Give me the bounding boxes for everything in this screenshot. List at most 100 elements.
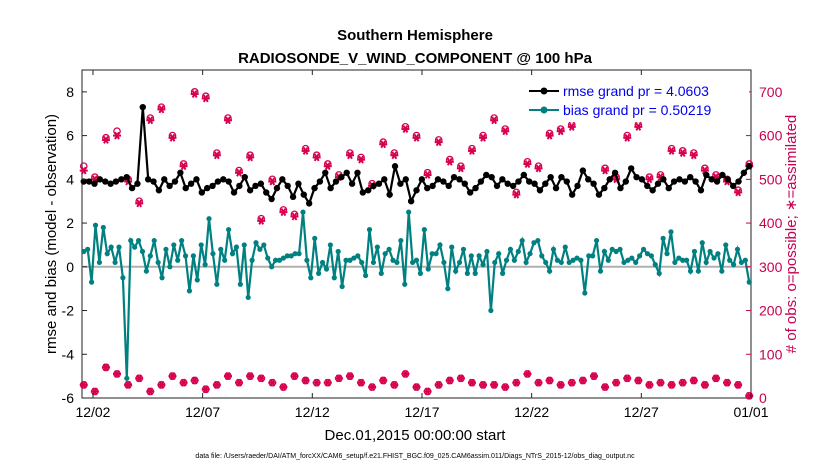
obs-assimilated-lower-marker [412,383,421,392]
obs-assimilated-upper-stroke [557,127,564,136]
obs-assimilated-lower-marker [323,378,332,387]
bias-point [128,237,134,244]
bias-point [139,248,146,255]
obs-assimilated-upper-marker [279,208,288,217]
rmse-point [606,176,613,183]
obs-assimilated-lower-marker [168,372,177,381]
obs-assimilated-upper-stroke [158,105,165,114]
obs-assimilated-upper-marker [512,190,521,199]
obs-assimilated-upper-marker [146,116,155,125]
obs-assimilated-upper-marker [179,162,188,171]
obs-assimilated-lower-marker [556,380,565,389]
bias-point [546,268,553,274]
bias-point [468,253,474,259]
rmse-point [563,178,570,185]
obs-assimilated-lower-marker [634,376,643,385]
bias-point [746,279,752,285]
obs-assimilated-lower-marker [445,376,454,385]
rmse-point [627,165,635,172]
rmse-point [225,178,232,185]
obs-assimilated-lower-marker [479,380,488,389]
obs-assimilated-upper-marker [135,199,144,208]
obs-assimilated-upper-stroke [546,131,553,140]
obs-assimilated-lower-marker [268,378,277,387]
obs-assimilated-lower-stroke [702,380,708,389]
rmse-point [493,182,501,190]
rmse-point [515,178,522,185]
rmse-point [316,178,324,185]
legend-rmse-label: rmse grand pr = 4.0603 [563,83,709,99]
obs-assimilated-upper-marker [689,151,698,160]
rmse-point [697,187,705,194]
obs-assimilated-lower-marker [490,380,499,389]
obs-assimilated-lower-marker [379,376,388,385]
obs-assimilated-lower-marker [711,374,720,383]
rmse-point [107,180,114,187]
obs-assimilated-lower-stroke [158,380,165,389]
rmse-point [177,169,184,176]
bias-point [132,244,138,250]
obs-assimilated-upper-marker [445,157,454,166]
y-tick-label: 0 [66,259,74,275]
bias-point [727,257,733,263]
rmse-point [617,184,624,192]
obs-assimilated-upper-marker [623,133,632,142]
obs-assimilated-lower-stroke [169,372,176,381]
y2-tick-label: 0 [759,390,767,406]
rmse-point [654,180,662,187]
obs-assimilated-lower-stroke [313,378,320,387]
rmse-point [466,189,474,196]
obs-assimilated-upper-marker [601,166,610,175]
legend-box [523,80,749,122]
obs-assimilated-lower-stroke [657,378,664,387]
rmse-point [273,184,281,192]
obs-assimilated-lower-stroke [136,374,143,383]
obs-assimilated-upper-stroke [347,151,353,160]
bias-point [715,251,721,257]
bias-point [218,246,224,252]
bias-point [398,237,404,244]
data-file-footnote: data file: /Users/raeder/DAI/ATM_forcXX/… [195,453,635,460]
obs-assimilated-lower-marker [601,383,610,392]
rmse-point [268,195,275,203]
bias-point [609,246,615,252]
bias-point [680,257,686,263]
obs-assimilated-lower-marker [612,378,621,387]
rmse-point [220,176,227,183]
bias-point [390,257,396,263]
obs-assimilated-lower-stroke [557,380,564,389]
rmse-point [96,176,104,183]
obs-assimilated-lower-marker [246,372,255,381]
bias-point [566,259,572,266]
bias-point [85,246,91,252]
obs-assimilated-upper-marker [79,166,88,175]
bias-point [601,248,608,255]
obs-assimilated-lower-stroke [735,380,742,389]
rmse-point [203,184,211,192]
bias-point [629,255,635,261]
obs-assimilated-upper-marker [290,212,299,221]
obs-assimilated-lower-stroke [324,378,331,387]
rmse-point [542,180,549,187]
rmse-point [729,182,737,190]
rmse-point [118,176,125,183]
bias-point [335,248,341,255]
y2-tick-label: 500 [759,171,783,187]
obs-assimilated-upper-marker [490,116,499,125]
obs-assimilated-lower-stroke [446,376,453,385]
obs-assimilated-lower-marker [667,380,676,389]
obs-assimilated-upper-marker [390,151,399,160]
obs-assimilated-upper-stroke [413,133,420,142]
rmse-point [724,176,731,183]
rmse-point [327,184,334,192]
rmse-point [461,180,469,187]
bias-point [496,251,502,257]
bias-point [597,268,604,274]
obs-assimilated-upper-marker [235,168,244,177]
obs-assimilated-upper-stroke [225,116,231,125]
obs-assimilated-lower-stroke [546,376,553,385]
bias-point [323,266,330,272]
y-tick-label: 2 [66,215,74,231]
rmse-point [236,182,243,190]
